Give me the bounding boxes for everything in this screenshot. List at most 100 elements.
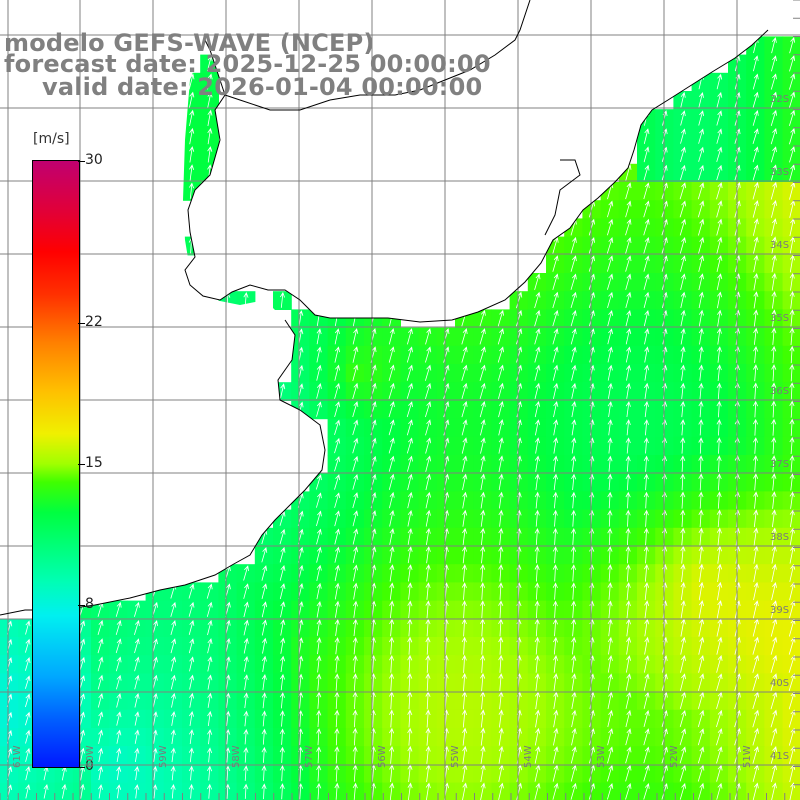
wind-arrow <box>334 346 340 363</box>
wind-arrow <box>134 674 140 690</box>
wind-arrow <box>571 491 577 509</box>
wind-arrow <box>625 709 632 728</box>
wind-arrow <box>316 728 322 746</box>
wind-arrow <box>643 563 649 582</box>
wind-arrow <box>25 620 31 635</box>
wind-arrow <box>79 693 85 708</box>
latitude-label: 38S <box>770 532 790 543</box>
wind-arrow <box>516 328 523 345</box>
wind-arrow <box>425 419 432 436</box>
wind-arrow <box>443 382 450 400</box>
colorbar-units: [m/s] <box>33 131 70 147</box>
wind-arrow <box>534 654 540 673</box>
wind-arrow <box>644 636 650 655</box>
wind-arrow <box>461 382 468 400</box>
wind-arrow <box>552 509 558 527</box>
wind-arrow <box>698 92 704 108</box>
wind-arrow <box>407 636 413 655</box>
wind-arrow <box>789 345 795 364</box>
wind-arrow <box>752 709 759 728</box>
wind-arrow <box>698 491 704 509</box>
wind-arrow <box>788 673 796 692</box>
wind-arrow <box>680 545 686 564</box>
wind-arrow <box>116 784 122 799</box>
wind-arrow <box>534 364 541 381</box>
wind-arrow <box>680 400 686 418</box>
wind-arrow <box>789 146 796 163</box>
wind-arrow <box>753 345 759 363</box>
wind-arrow <box>407 673 413 692</box>
wind-arrow <box>698 291 704 309</box>
wind-arrow <box>607 600 613 619</box>
wind-arrow <box>644 328 650 345</box>
wind-arrow <box>789 509 795 528</box>
wind-arrow <box>771 382 777 400</box>
wind-arrow <box>316 364 322 381</box>
wind-arrow <box>625 527 631 546</box>
wind-arrow <box>607 527 613 546</box>
wind-arrow <box>752 673 759 692</box>
wind-arrow <box>461 545 468 564</box>
wind-arrow <box>698 581 704 601</box>
wind-arrow <box>189 164 195 181</box>
wind-arrow <box>480 545 486 564</box>
wind-arrow <box>753 327 759 345</box>
wind-arrow <box>697 200 705 218</box>
wind-arrow <box>698 346 704 363</box>
wind-arrow <box>752 636 759 655</box>
wind-arrow <box>388 382 395 400</box>
wind-arrow <box>261 728 267 745</box>
wind-arrow <box>243 655 249 672</box>
wind-arrow <box>207 638 213 654</box>
wind-arrow <box>789 600 796 619</box>
wind-arrow <box>480 437 486 454</box>
wind-arrow <box>680 255 686 272</box>
wind-arrow <box>480 455 486 472</box>
wind-arrow <box>462 491 468 509</box>
wind-arrow <box>497 309 504 327</box>
wind-arrow <box>316 528 322 545</box>
wind-arrow <box>334 564 340 582</box>
wind-arrow <box>698 400 704 418</box>
wind-arrow <box>698 563 704 583</box>
wind-arrow <box>698 128 704 144</box>
wind-arrow <box>461 346 468 363</box>
wind-arrow <box>534 636 540 655</box>
wind-arrow <box>498 564 504 582</box>
wind-arrow <box>207 656 213 672</box>
wind-arrow <box>680 636 686 655</box>
wind-arrow <box>643 146 650 163</box>
wind-arrow <box>643 710 650 728</box>
wind-arrow <box>443 346 450 363</box>
wind-arrow <box>716 437 722 454</box>
wind-arrow <box>425 727 431 746</box>
wind-arrow <box>534 527 540 545</box>
wind-arrow <box>170 638 177 654</box>
wind-arrow <box>389 618 395 637</box>
wind-arrow <box>115 638 122 654</box>
wind-arrow <box>607 382 613 399</box>
wind-arrow <box>753 272 759 291</box>
wind-arrow <box>607 328 613 345</box>
wind-arrow <box>498 382 504 400</box>
wind-arrow <box>407 782 413 800</box>
wind-arrow <box>643 218 650 236</box>
wind-arrow <box>752 181 759 200</box>
wind-arrow <box>352 437 359 454</box>
wind-arrow <box>534 437 540 454</box>
wind-arrow <box>643 783 650 800</box>
wind-arrow <box>679 237 686 254</box>
wind-arrow <box>425 382 432 400</box>
wind-arrow <box>625 364 631 381</box>
latitude-label: 33S <box>770 167 790 178</box>
wind-arrow <box>553 437 559 454</box>
wind-arrow <box>461 401 468 418</box>
wind-arrow <box>498 582 504 600</box>
wind-arrow <box>679 728 687 746</box>
wind-arrow <box>316 655 322 673</box>
wind-arrow <box>389 745 395 764</box>
wind-arrow <box>389 510 395 527</box>
wind-arrow <box>425 437 432 454</box>
wind-arrow <box>552 600 558 618</box>
wind-arrow <box>352 474 359 490</box>
